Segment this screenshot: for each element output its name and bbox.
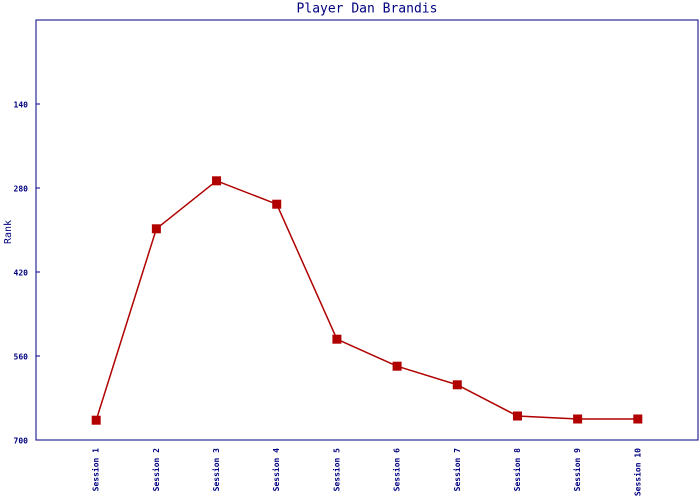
series-line [95, 179, 638, 421]
data-point [392, 361, 402, 371]
data-point [151, 224, 161, 234]
plot-frame [35, 19, 699, 441]
data-point [272, 199, 282, 209]
x-tick-label: Session 5 [331, 448, 341, 492]
data-point [91, 415, 101, 425]
x-tick-label: Session 4 [271, 448, 281, 492]
x-tick-label: Session 2 [151, 448, 161, 492]
y-tick-label: 140 [14, 101, 29, 110]
y-tick-label: 560 [14, 353, 29, 362]
y-tick-label: 420 [14, 269, 29, 278]
x-tick-label: Session 7 [452, 448, 462, 492]
x-tick-label: Session 6 [392, 448, 402, 492]
data-point [332, 334, 342, 344]
x-tick-label: Session 9 [572, 448, 582, 492]
data-point [573, 414, 583, 424]
data-point [633, 414, 643, 424]
data-point [212, 176, 222, 186]
data-point [452, 380, 462, 390]
y-tick-label: 280 [14, 185, 29, 194]
data-point [512, 411, 522, 421]
y-axis-label: Rank [3, 220, 14, 244]
chart-title: Player Dan Brandis [297, 2, 438, 17]
x-tick-label: Session 3 [211, 448, 221, 492]
y-tick-label: 700 [14, 437, 29, 446]
x-tick-label: Session 10 [632, 448, 642, 496]
x-tick-label: Session 8 [512, 448, 522, 492]
x-tick-label: Session 1 [91, 448, 101, 492]
